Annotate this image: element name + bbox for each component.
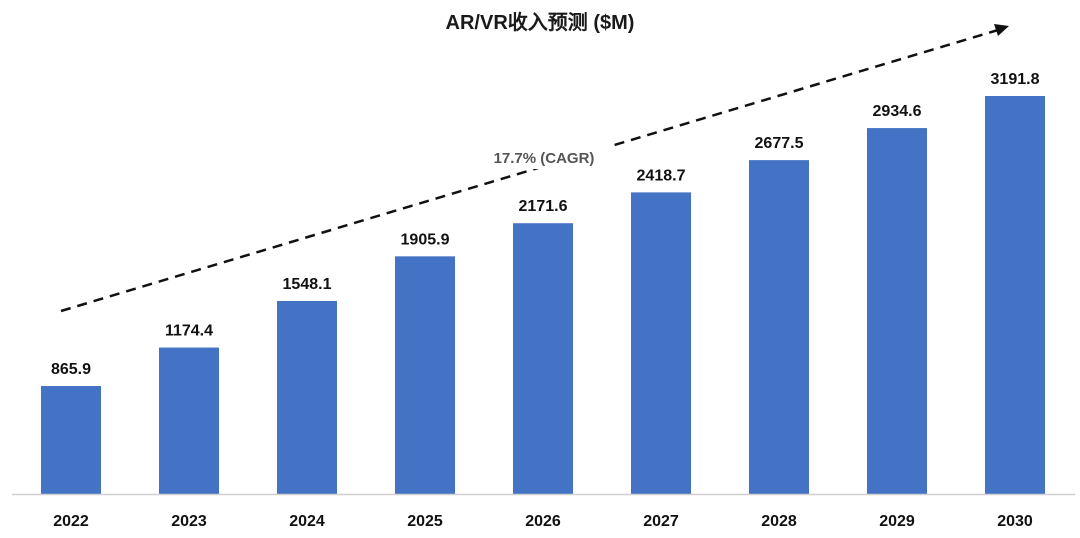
value-label: 1905.9 <box>401 231 450 248</box>
bar-2022 <box>41 386 101 494</box>
cagr-label: 17.7% (CAGR) <box>494 150 595 167</box>
chart-title: AR/VR收入预测 ($M) <box>446 10 635 34</box>
value-label: 1548.1 <box>283 276 332 293</box>
value-label: 3191.8 <box>991 71 1040 88</box>
bar-2026 <box>513 223 573 494</box>
arrowhead-icon <box>994 24 1009 36</box>
value-label: 2677.5 <box>755 135 804 152</box>
bar-2030 <box>985 96 1045 494</box>
x-tick-label: 2022 <box>53 513 89 530</box>
cagr-label-bg <box>478 145 610 169</box>
bar-2025 <box>395 256 455 494</box>
value-label: 2934.6 <box>873 103 922 120</box>
x-tick-label: 2027 <box>643 513 679 530</box>
x-tick-label: 2023 <box>171 513 207 530</box>
value-label: 2171.6 <box>519 198 568 215</box>
cagr-trend-arrow <box>60 24 1009 313</box>
bar-2023 <box>159 347 219 494</box>
bar-2029 <box>867 128 927 495</box>
x-tick-label: 2028 <box>761 513 797 530</box>
value-label: 1174.4 <box>165 323 213 340</box>
value-label: 865.9 <box>51 361 91 378</box>
x-tick-label: 2024 <box>289 513 325 530</box>
bar-2024 <box>277 300 337 494</box>
bars-group: 865.9 2022 1174.4 2023 1548.1 2024 1905.9 2025 2… <box>41 71 1045 530</box>
x-tick-label: 2025 <box>407 513 443 530</box>
x-tick-label: 2030 <box>997 513 1033 530</box>
x-tick-label: 2026 <box>525 513 561 530</box>
x-tick-label: 2029 <box>879 513 915 530</box>
value-label: 2418.7 <box>637 167 686 184</box>
bar-2027 <box>631 192 691 494</box>
bar-2028 <box>749 160 809 494</box>
